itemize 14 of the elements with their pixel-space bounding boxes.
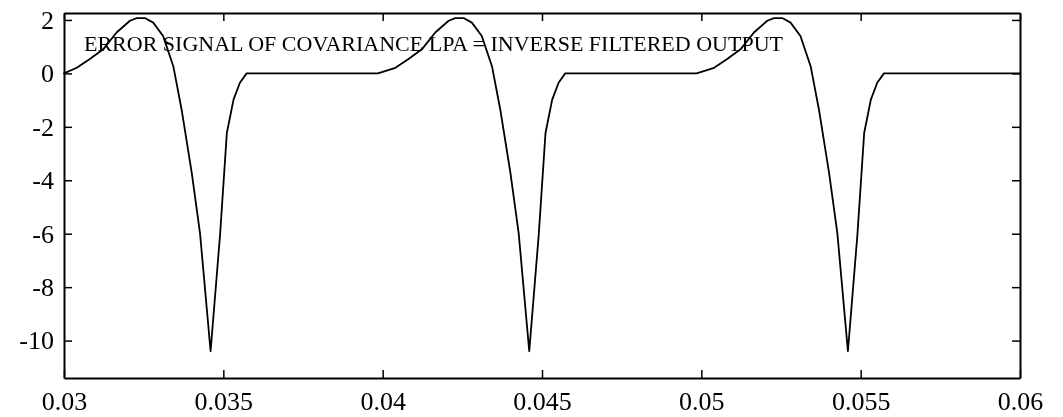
x-tick-label: 0.06 — [997, 387, 1044, 417]
y-tick-label: -10 — [19, 326, 54, 356]
x-tick-label: 0.05 — [679, 387, 725, 417]
y-tick-label: -8 — [32, 272, 54, 302]
y-tick-label: -2 — [32, 112, 54, 142]
y-tick-label: 2 — [41, 5, 54, 35]
x-tick-label: 0.055 — [831, 387, 891, 417]
y-tick-label: -6 — [32, 219, 54, 249]
x-tick-label: 0.03 — [41, 387, 88, 417]
x-tick-label: 0.035 — [194, 387, 254, 417]
x-tick-label: 0.045 — [513, 387, 572, 417]
y-tick-label: 0 — [41, 59, 54, 89]
y-tick-label: -4 — [32, 166, 54, 196]
x-tick-label: 0.04 — [360, 387, 406, 417]
